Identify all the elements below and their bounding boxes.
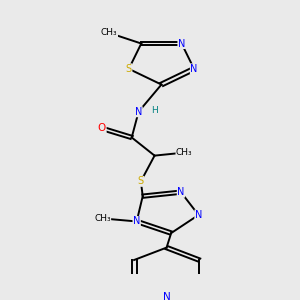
Text: O: O: [98, 123, 106, 134]
Text: N: N: [178, 38, 185, 49]
Text: S: S: [138, 176, 144, 186]
Text: N: N: [135, 107, 142, 117]
Text: N: N: [190, 64, 198, 74]
Text: N: N: [163, 292, 170, 300]
Text: CH₃: CH₃: [101, 28, 118, 38]
Text: H: H: [152, 106, 158, 115]
Text: CH₃: CH₃: [176, 148, 193, 157]
Text: N: N: [195, 210, 202, 220]
Text: S: S: [126, 64, 132, 74]
Text: N: N: [177, 187, 184, 197]
Text: N: N: [133, 217, 140, 226]
Text: CH₃: CH₃: [94, 214, 111, 223]
